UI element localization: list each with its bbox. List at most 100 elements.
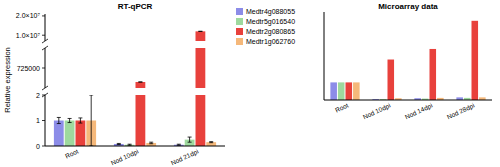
- error-bar: [138, 82, 142, 83]
- bar: [136, 95, 146, 146]
- bar-clip-group: [196, 48, 206, 88]
- error-bar: [188, 137, 192, 142]
- axis-break: [42, 39, 48, 43]
- x-axis-line: [45, 146, 225, 147]
- y-tick: [42, 95, 45, 96]
- bar: [196, 31, 206, 41]
- y-axis-line: [45, 14, 46, 41]
- chart-panel: RT-qPCR Relative expression 0 1 2 725000 1.0×1…: [3, 2, 295, 167]
- y-tick-label: 725000: [17, 65, 40, 72]
- bar: [196, 95, 206, 146]
- axis-break: [42, 46, 48, 50]
- error-bar-group: [149, 142, 153, 144]
- error-bar-group: [128, 144, 132, 145]
- axes: 0127250001.0×10⁷2.0×10⁷RootNod 10dpiNod …: [16, 12, 225, 167]
- error-bar: [57, 117, 61, 123]
- bar-clip-group: [76, 121, 86, 147]
- legend: Medtr4g088055 Medtr5g016540 Medtr2g080865 M…: [236, 8, 295, 46]
- x-axis-line: [324, 100, 492, 101]
- y-tick-label: 2.0×10⁷: [16, 12, 41, 19]
- bar-clip-group: [136, 95, 146, 146]
- axis-break: [42, 93, 48, 97]
- x-tick-label: Nod 21dpi: [170, 148, 200, 167]
- bar: [196, 48, 206, 88]
- error-bar: [128, 144, 132, 145]
- bar-clip-group: [330, 82, 337, 100]
- bars: [54, 31, 216, 146]
- error-bar-group: [138, 82, 142, 83]
- axis-break: [42, 86, 48, 90]
- x-tick-label: Nod 28dpi: [446, 102, 476, 122]
- legend-label: Medtr1g062760: [246, 38, 295, 46]
- error-bar-group: [89, 95, 93, 146]
- error-bar: [209, 142, 213, 143]
- bar-clip-group: [388, 60, 395, 100]
- bar-clip-group: [338, 82, 345, 100]
- legend-label: Medtr5g016540: [246, 18, 295, 26]
- error-bar-group: [68, 118, 72, 122]
- error-bar: [177, 144, 181, 145]
- bar-clip-group: [430, 49, 437, 100]
- bar-clip-group: [472, 21, 479, 100]
- bar: [430, 49, 437, 100]
- legend-swatch: [236, 28, 243, 35]
- bar: [54, 121, 64, 147]
- bar: [346, 82, 353, 100]
- error-bar: [89, 95, 93, 146]
- bar-clip-group: [54, 121, 64, 147]
- chart-panel: Microarray data Root Nod 10dpi Nod 14dpi Nod…: [324, 2, 492, 121]
- x-tick-label: Nod 10dpi: [362, 102, 392, 122]
- y-axis-line: [324, 12, 325, 100]
- bar-clip-group: [136, 82, 146, 88]
- legend-swatch: [236, 38, 243, 45]
- x-tick-label: Nod 14dpi: [404, 102, 434, 122]
- bar: [65, 121, 75, 147]
- y-tick: [42, 68, 45, 69]
- bar: [472, 21, 479, 100]
- bar-clip-group: [353, 82, 360, 100]
- bar-clip-group: [196, 95, 206, 146]
- error-bar-group: [57, 117, 61, 123]
- legend-label: Medtr4g088055: [246, 8, 295, 16]
- error-bar-group: [78, 118, 82, 123]
- y-tick-label: 0: [36, 143, 40, 150]
- y-axis-label: Relative expression: [3, 47, 12, 112]
- error-bar: [68, 118, 72, 122]
- error-bar-group: [188, 137, 192, 142]
- bar: [353, 82, 360, 100]
- y-tick: [42, 120, 45, 121]
- y-tick: [42, 15, 45, 16]
- bar: [338, 82, 345, 100]
- error-bar: [78, 118, 82, 123]
- error-bar: [149, 142, 153, 144]
- axes: Root Nod 10dpi Nod 14dpi Nod 28dpi: [324, 12, 492, 121]
- bar: [206, 142, 216, 146]
- legend-label: Medtr2g080865: [246, 28, 295, 36]
- bar-clip-group: [206, 142, 216, 146]
- bar: [136, 82, 146, 88]
- error-bar-group: [177, 144, 181, 145]
- title: RT-qPCR: [118, 2, 153, 11]
- bar-clip-group: [346, 82, 353, 100]
- bar-clip-group: [65, 121, 75, 147]
- y-tick-label: 2: [36, 92, 40, 99]
- legend-swatch: [236, 18, 243, 25]
- bar: [76, 121, 86, 147]
- y-tick-label: 1.0×10⁷: [16, 32, 41, 39]
- bar-clip-group: [196, 31, 206, 41]
- error-bar-group: [209, 142, 213, 143]
- x-tick-label: Root: [334, 101, 350, 113]
- bars: [330, 21, 485, 100]
- error-bar-group: [198, 31, 202, 32]
- title: Microarray data: [378, 2, 438, 11]
- error-bar: [198, 31, 202, 32]
- y-tick-label: 1: [36, 117, 40, 124]
- y-tick: [42, 146, 45, 147]
- bar: [330, 82, 337, 100]
- figure: RT-qPCR Relative expression 0 1 2 725000 1.0×1…: [0, 0, 500, 167]
- y-tick: [42, 35, 45, 36]
- error-bar-group: [117, 143, 121, 144]
- x-tick-label: Nod 10dpi: [110, 148, 140, 167]
- legend-swatch: [236, 8, 243, 15]
- bar: [388, 60, 395, 100]
